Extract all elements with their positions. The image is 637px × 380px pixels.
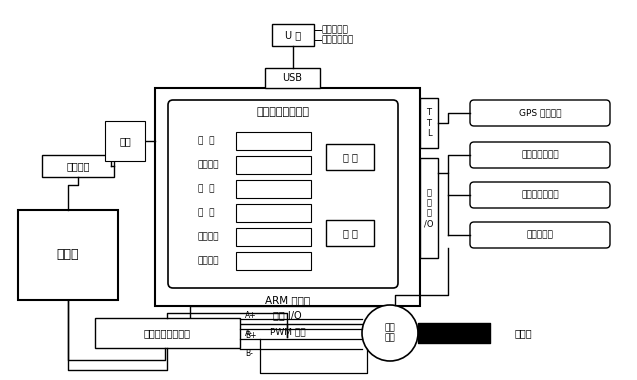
Text: 施肥深度: 施肥深度 [198, 256, 220, 266]
Text: 电机转速: 电机转速 [198, 233, 220, 242]
Bar [42, 155, 114, 177]
Bar [236, 180, 311, 198]
Bar [155, 88, 420, 306]
Bar [236, 252, 311, 270]
Text: 步进电机驱动电路: 步进电机驱动电路 [144, 328, 191, 338]
Text: 蓄电池: 蓄电池 [57, 249, 79, 261]
Text: 用户 I/O: 用户 I/O [273, 310, 302, 320]
Text: A-: A- [245, 328, 253, 337]
Bar [272, 24, 314, 46]
FancyBboxPatch shape [470, 142, 610, 168]
Text: B+: B+ [245, 331, 257, 339]
Text: USB: USB [282, 73, 303, 83]
Text: 处方图下载: 处方图下载 [322, 25, 349, 35]
Bar [236, 132, 311, 150]
Bar [420, 98, 438, 148]
FancyBboxPatch shape [470, 100, 610, 126]
Text: U 盘: U 盘 [285, 30, 301, 40]
Text: PWM 脉冲: PWM 脉冲 [269, 328, 305, 337]
Text: 步进
电机: 步进 电机 [385, 323, 396, 343]
Text: 电压转换: 电压转换 [66, 161, 90, 171]
Text: 转速传感器: 转速传感器 [527, 231, 554, 239]
Text: T
T
L: T T L [427, 108, 431, 138]
Bar [236, 204, 311, 222]
Text: 开 始: 开 始 [343, 152, 357, 162]
FancyBboxPatch shape [470, 222, 610, 248]
Bar [236, 228, 311, 246]
Text: 纬  度: 纬 度 [198, 185, 215, 193]
Bar [326, 144, 374, 170]
Text: 用
户
入
/O: 用 户 入 /O [424, 188, 434, 228]
Bar [95, 318, 240, 348]
Text: 经  度: 经 度 [198, 209, 215, 217]
Text: 时  间: 时 间 [198, 136, 215, 146]
Bar [420, 158, 438, 258]
Text: ARM 控制器: ARM 控制器 [265, 295, 310, 305]
Text: 车辆速度: 车辆速度 [198, 160, 220, 169]
Text: 施肥信息导出: 施肥信息导出 [322, 35, 354, 44]
Text: 直线位移传感器: 直线位移传感器 [521, 190, 559, 200]
Bar [326, 220, 374, 246]
FancyBboxPatch shape [470, 182, 610, 208]
Text: 排肥轴: 排肥轴 [515, 328, 533, 338]
Bar [190, 306, 385, 324]
Bar [18, 210, 118, 300]
FancyBboxPatch shape [168, 100, 398, 288]
Text: B-: B- [245, 348, 253, 358]
Text: A+: A+ [245, 310, 257, 320]
Circle shape [362, 305, 418, 361]
Text: 停 止: 停 止 [343, 228, 357, 238]
Text: 车载速度传感器: 车载速度传感器 [521, 150, 559, 160]
Bar [236, 156, 311, 174]
Text: GPS 定位模块: GPS 定位模块 [519, 109, 561, 117]
Text: 智能变量施肥系统: 智能变量施肥系统 [257, 107, 310, 117]
Text: 电源: 电源 [119, 136, 131, 146]
Bar [265, 68, 320, 88]
